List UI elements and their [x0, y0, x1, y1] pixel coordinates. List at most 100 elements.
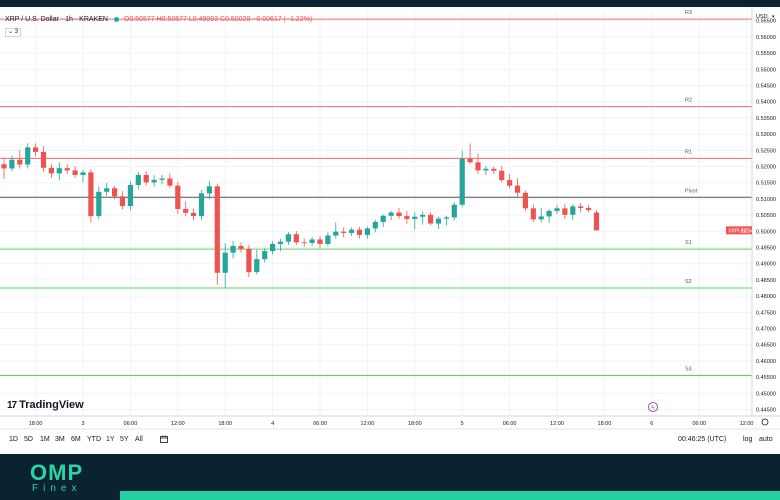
y-tick-label: 0.48000	[756, 294, 776, 300]
range-button-6m[interactable]: 6M	[71, 436, 81, 443]
currency-dropdown-icon: ▾	[772, 14, 775, 20]
lightning-icon: ϟ	[652, 405, 655, 411]
symbol-title: XRP / U.S. Dollar · 1h · KRAKEN	[5, 16, 108, 23]
range-button-1y[interactable]: 1Y	[106, 436, 115, 443]
y-tick-label: 0.46500	[756, 343, 776, 349]
candle-body	[522, 192, 528, 209]
candle-body	[483, 168, 489, 171]
x-tick-label: 06:00	[313, 421, 327, 427]
candle-body	[514, 185, 521, 193]
candle-body	[246, 248, 252, 273]
candle-body	[88, 172, 94, 217]
market-open-dot	[113, 16, 119, 22]
candle-body	[9, 159, 15, 169]
y-tick-label: 0.55000	[756, 67, 776, 73]
x-tick-label: 18:00	[218, 421, 232, 427]
candle-body	[356, 229, 363, 235]
log-scale-toggle[interactable]: log	[743, 436, 753, 443]
candle-body	[467, 158, 473, 163]
y-tick-label: 0.49500	[756, 246, 776, 252]
range-button-5d[interactable]: 5D	[24, 436, 33, 443]
y-tick-label: 0.51500	[756, 181, 776, 187]
chart-panel[interactable]: R3 R2 R1 Pivot S1 S2 S3 0.56500 0.56000 0.55500 0…	[0, 7, 780, 454]
ohlc-values: O0.50577 H0.50577 L0.49993 C0.50029 −0.0…	[123, 16, 313, 23]
collapse-indicators-toggle[interactable]: ⌄ 3	[5, 28, 22, 37]
candle-body	[175, 185, 181, 209]
candle-body	[562, 208, 568, 215]
calendar-icon[interactable]	[160, 435, 168, 443]
x-tick-label: 6	[650, 421, 653, 427]
candle-body	[206, 186, 212, 194]
candle-body	[143, 174, 149, 183]
candle-body	[238, 245, 244, 249]
candle-body	[443, 217, 449, 219]
candle-body	[159, 178, 165, 180]
candle-body	[451, 204, 457, 218]
candle-body	[285, 234, 291, 242]
auto-scale-toggle[interactable]: auto	[759, 436, 773, 443]
x-tick-label: 06:00	[124, 421, 138, 427]
candle-body	[301, 242, 307, 244]
pivot-level-label: R1	[685, 149, 692, 155]
candle-body	[325, 235, 331, 244]
x-tick-label: 5	[461, 421, 464, 427]
candle-body	[475, 162, 481, 171]
candle-body	[388, 212, 394, 216]
y-tick-label: 0.48500	[756, 278, 776, 284]
tradingview-logo: 17 TradingView	[7, 399, 84, 411]
candle-body	[17, 159, 23, 165]
x-tick-label: 12:00	[550, 421, 564, 427]
candle-body	[214, 186, 220, 273]
candle-body	[333, 231, 339, 236]
x-tick-label: 06:00	[503, 421, 517, 427]
pivot-level-label: Pivot	[685, 188, 698, 194]
candle-body	[104, 188, 110, 192]
candle-body	[151, 179, 157, 183]
y-tick-label: 0.50000	[756, 229, 776, 235]
logo-sub-text: Finex	[32, 483, 82, 494]
x-tick-label: 12:00	[740, 421, 754, 427]
candle-body	[554, 208, 560, 211]
last-price-symbol: XRPUSD	[728, 228, 749, 234]
y-tick-label: 0.47500	[756, 310, 776, 316]
candle-body	[538, 216, 544, 220]
candle-body	[191, 212, 197, 217]
candle-body	[135, 174, 141, 185]
event-flag-icon	[648, 402, 658, 412]
x-tick-label: 4	[271, 421, 274, 427]
range-button-1d[interactable]: 1D	[9, 436, 18, 443]
candle-body	[56, 168, 62, 174]
chevron-down-icon: ⌄	[8, 29, 14, 35]
candle-body	[1, 164, 7, 169]
y-tick-label: 0.54500	[756, 84, 776, 90]
candle-body	[72, 170, 78, 175]
y-tick-label: 0.53000	[756, 132, 776, 138]
symbol-legend: XRP / U.S. Dollar · 1h · KRAKEN O0.50577…	[5, 16, 312, 23]
last-price-tag	[726, 226, 752, 235]
footer-accent-stripe	[120, 491, 780, 500]
candle-body	[593, 212, 600, 231]
candle-body	[198, 193, 205, 217]
candle-body	[48, 167, 54, 174]
range-button-all[interactable]: All	[135, 436, 143, 443]
tradingview-glyph-icon: 17	[7, 400, 17, 411]
y-tick-label: 0.51000	[756, 197, 776, 203]
x-tick-label: 12:00	[361, 421, 375, 427]
pivot-level-label: S3	[685, 367, 692, 373]
candle-body	[570, 206, 576, 215]
y-tick-label: 0.54000	[756, 100, 776, 106]
y-tick-label: 0.52000	[756, 165, 776, 171]
price-chart[interactable]: R3 R2 R1 Pivot S1 S2 S3 0.56500 0.56000 0.55500 0…	[0, 7, 780, 454]
settings-gear-icon	[761, 418, 769, 426]
logo-main-text: OMP	[30, 460, 84, 485]
range-button-5y[interactable]: 5Y	[120, 436, 129, 443]
utc-clock[interactable]: 00:46:25 (UTC)	[678, 436, 727, 443]
range-button-ytd[interactable]: YTD	[87, 436, 101, 443]
candle-body	[40, 151, 47, 168]
x-tick-label: 12:00	[171, 421, 185, 427]
range-button-1m[interactable]: 1M	[40, 436, 50, 443]
candle-body	[530, 208, 536, 220]
candle-body	[112, 188, 118, 197]
candle-body	[349, 229, 355, 233]
range-button-3m[interactable]: 3M	[55, 436, 65, 443]
